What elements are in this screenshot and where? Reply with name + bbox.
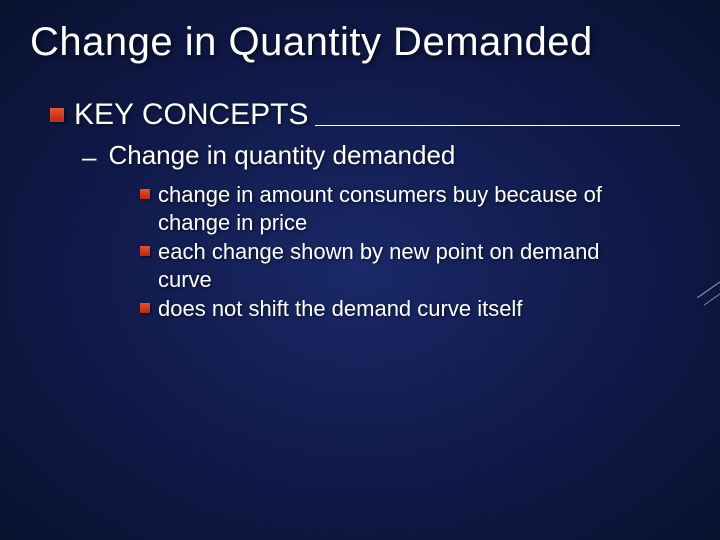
detail-text: does not shift the demand curve itself xyxy=(158,295,522,323)
list-item: each change shown by new point on demand… xyxy=(140,238,720,293)
detail-text: change in amount consumers buy because o… xyxy=(158,181,658,236)
dash-icon: – xyxy=(82,142,96,173)
heading-text: KEY CONCEPTS xyxy=(74,98,309,132)
subheading-row: – Change in quantity demanded xyxy=(82,140,720,173)
detail-text: each change shown by new point on demand… xyxy=(158,238,658,293)
bullet-icon xyxy=(50,108,64,122)
bullet-icon xyxy=(140,189,150,199)
detail-list: change in amount consumers buy because o… xyxy=(140,181,720,323)
list-item: change in amount consumers buy because o… xyxy=(140,181,720,236)
bullet-icon xyxy=(140,246,150,256)
list-item: does not shift the demand curve itself xyxy=(140,295,720,323)
subheading-text: Change in quantity demanded xyxy=(108,140,455,171)
slide-title: Change in Quantity Demanded xyxy=(0,0,720,73)
bullet-icon xyxy=(140,303,150,313)
heading-row: KEY CONCEPTS xyxy=(50,98,720,132)
heading-underline xyxy=(315,125,680,126)
